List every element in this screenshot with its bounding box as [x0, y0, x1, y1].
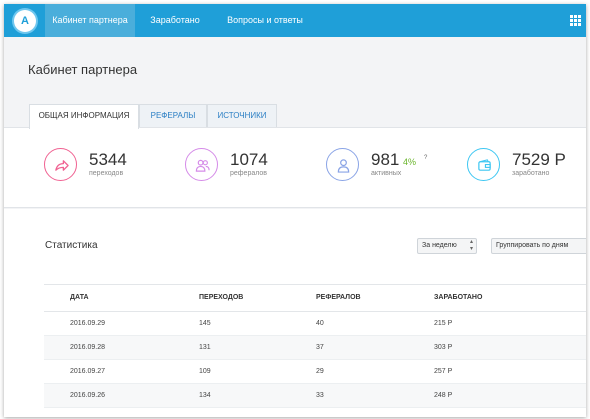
cell-referrals: 29 [316, 368, 324, 375]
stat-clicks-badge [44, 148, 77, 181]
users-icon [195, 159, 210, 172]
stat-active-percent: 4% [403, 157, 417, 167]
table-row: 2016.09.26 134 33 248 Р [44, 384, 586, 408]
stat-referrals-value: 1074 [230, 150, 268, 169]
stat-active-label: активных [371, 170, 402, 177]
table-row: 2016.09.29 145 40 215 Р [44, 312, 586, 336]
stat-active-value: 981 [371, 150, 400, 169]
cell-date: 2016.09.29 [70, 320, 106, 327]
app-window: A Кабинет партнера Заработано Вопросы и … [4, 4, 586, 417]
cell-date: 2016.09.28 [70, 344, 106, 351]
cell-earned: 257 Р [434, 368, 453, 375]
tab-sources[interactable]: ИСТОЧНИКИ [207, 104, 277, 128]
nav-tab-faq[interactable]: Вопросы и ответы [227, 15, 303, 25]
stat-active-badge [326, 148, 359, 181]
stat-referrals-badge [185, 148, 218, 181]
cell-earned: 215 Р [434, 320, 453, 327]
col-date[interactable]: ДАТА [70, 294, 89, 301]
stat-earned-badge [467, 148, 500, 181]
group-select-value: Группировать по дням [496, 242, 569, 249]
col-referrals[interactable]: РЕФЕРАЛОВ [316, 294, 361, 301]
app-logo[interactable]: A [14, 10, 36, 32]
section-title: Статистика [45, 240, 98, 251]
tab-referrals[interactable]: РЕФЕРАЛЫ [139, 104, 207, 128]
stat-earned-label: заработано [512, 170, 550, 177]
cell-date: 2016.09.27 [70, 368, 106, 375]
wallet-icon [478, 159, 491, 171]
table-row: 2016.09.28 131 37 303 Р [44, 336, 586, 360]
cell-earned: 248 Р [434, 392, 453, 399]
cell-clicks: 145 [199, 320, 211, 327]
stat-clicks-value: 5344 [89, 150, 127, 169]
nav-tab-earned[interactable]: Заработано [150, 15, 200, 25]
page-title: Кабинет партнера [28, 62, 138, 77]
stat-referrals-label: рефералов [230, 170, 267, 177]
nav-tab-partner-cabinet[interactable]: Кабинет партнера [45, 4, 135, 37]
updown-arrows-icon: ▴ ▾ [469, 239, 473, 252]
group-select[interactable]: Группировать по дням [491, 238, 586, 254]
stats-panel: 5344 переходов 1074 рефералов 981 4% ? а… [4, 127, 586, 208]
col-earned[interactable]: ЗАРАБОТАНО [434, 294, 483, 301]
tab-general-info[interactable]: ОБЩАЯ ИНФОРМАЦИЯ [29, 104, 139, 129]
col-clicks[interactable]: ПЕРЕХОДОВ [199, 294, 244, 301]
top-navbar: A Кабинет партнера Заработано Вопросы и … [4, 4, 586, 37]
cell-referrals: 37 [316, 344, 324, 351]
period-select-value: За неделю [422, 242, 457, 249]
cell-date: 2016.09.26 [70, 392, 106, 399]
user-icon [337, 159, 350, 173]
share-arrow-icon [55, 160, 69, 171]
statistics-section: Статистика За неделю ▴ ▾ Группировать по … [4, 209, 586, 417]
table-row: 2016.09.27 109 29 257 Р [44, 360, 586, 384]
stat-earned-value: 7529 Р [512, 150, 566, 169]
cell-clicks: 109 [199, 368, 211, 375]
cell-clicks: 134 [199, 392, 211, 399]
cell-earned: 303 Р [434, 344, 453, 351]
stat-clicks-label: переходов [89, 170, 124, 177]
period-select[interactable]: За неделю ▴ ▾ [417, 238, 477, 254]
table-header: ДАТА ПЕРЕХОДОВ РЕФЕРАЛОВ ЗАРАБОТАНО [44, 284, 586, 312]
cell-referrals: 33 [316, 392, 324, 399]
cell-clicks: 131 [199, 344, 211, 351]
help-icon[interactable]: ? [424, 155, 428, 161]
grid-icon[interactable] [570, 15, 581, 26]
cell-referrals: 40 [316, 320, 324, 327]
